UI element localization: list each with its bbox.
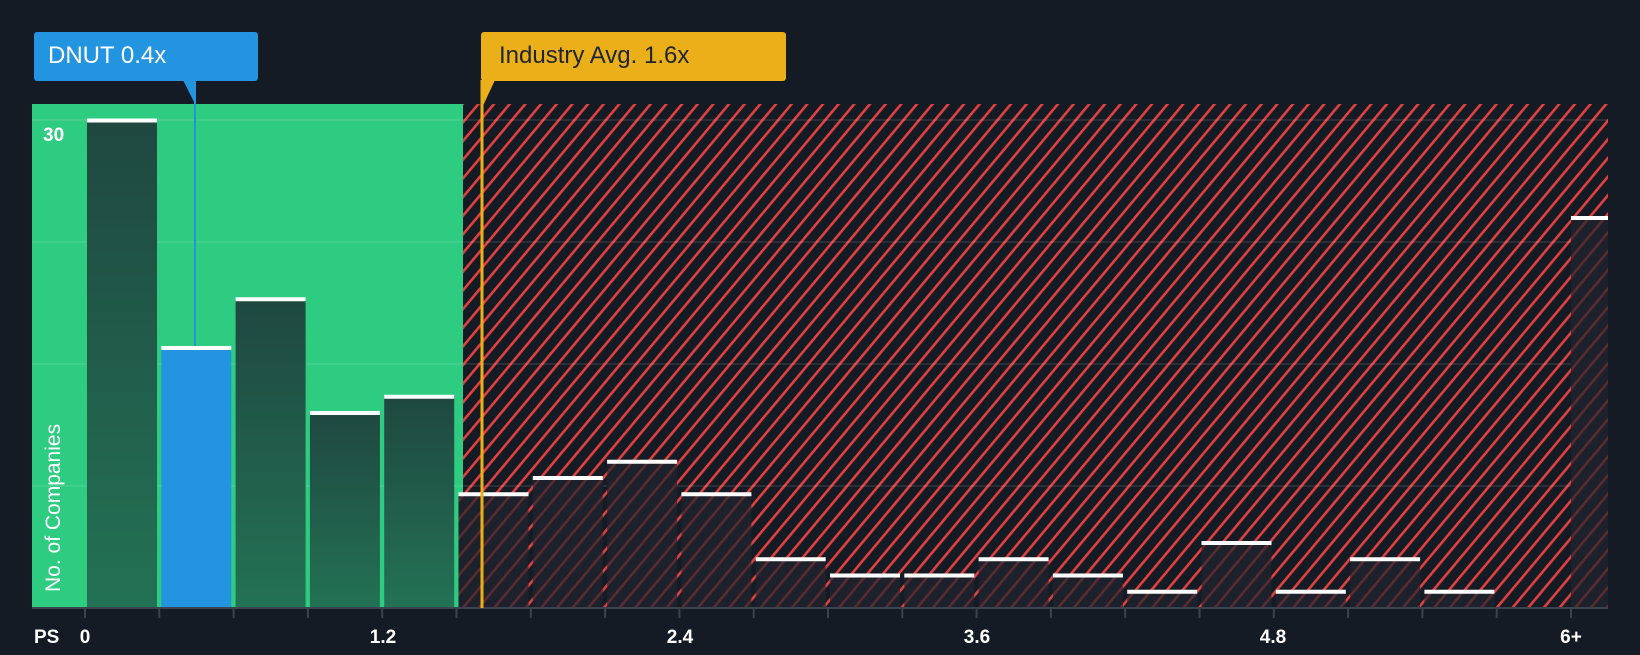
y-axis-label: No. of Companies <box>42 423 65 592</box>
bar-top-marker <box>1052 573 1123 578</box>
histogram-bar <box>607 461 678 608</box>
bar-top-marker <box>532 476 603 480</box>
x-axis-prefix: PS <box>34 627 60 648</box>
histogram-bar <box>1052 575 1123 608</box>
x-tick-6-plus: 6+ <box>1560 627 1582 648</box>
histogram-bar <box>1201 543 1272 608</box>
bar-top-marker <box>309 411 380 415</box>
bar-top-marker <box>1571 216 1608 220</box>
bar-top-marker <box>607 459 678 464</box>
industry-avg-label: Industry Avg. 1.6x <box>499 42 690 69</box>
histogram-bar <box>1127 591 1198 608</box>
bar-top-marker <box>1424 589 1495 594</box>
company-bar-top-marker <box>161 346 232 350</box>
x-tick-4-8: 4.8 <box>1259 627 1287 648</box>
x-tick-3-6: 3.6 <box>963 627 991 648</box>
histogram-bar <box>458 494 529 608</box>
bar-top-marker <box>978 557 1049 562</box>
company-ps-callout: DNUT 0.4x <box>34 32 258 81</box>
company-callout-pointer <box>183 80 195 104</box>
company-ps-label: DNUT 0.4x <box>48 42 167 69</box>
histogram-bar <box>755 559 826 608</box>
histogram-bar <box>309 413 380 608</box>
histogram-bar <box>1571 218 1608 608</box>
histogram-bar <box>532 478 603 608</box>
bar-top-marker <box>681 492 752 497</box>
x-axis-ticks <box>84 609 1572 618</box>
histogram-bar <box>161 348 232 608</box>
bars <box>87 118 1608 608</box>
bar-top-marker <box>755 557 826 562</box>
bar-top-marker <box>1350 557 1421 562</box>
bar-top-marker <box>458 492 529 497</box>
histogram-bar <box>87 120 157 608</box>
x-tick-2-4: 2.4 <box>666 627 694 648</box>
bar-top-marker <box>235 297 306 302</box>
bar-top-marker <box>904 573 975 578</box>
bar-top-marker <box>87 118 157 123</box>
x-tick-0: 0 <box>79 627 91 648</box>
x-tick-1-2: 1.2 <box>369 627 397 648</box>
histogram-bar <box>904 575 975 608</box>
histogram-bar <box>384 396 455 608</box>
bar-top-marker <box>384 394 455 399</box>
y-tick-30: 30 <box>43 125 65 146</box>
bar-top-marker <box>1201 541 1272 545</box>
bar-top-marker <box>1127 589 1198 594</box>
bar-top-marker <box>1275 589 1346 594</box>
industry-callout-pointer <box>481 80 495 110</box>
histogram-bar <box>1350 559 1421 608</box>
bar-top-marker <box>830 573 900 578</box>
histogram-bar <box>1275 591 1346 608</box>
histogram-bar <box>830 575 900 608</box>
industry-avg-callout: Industry Avg. 1.6x <box>481 32 786 81</box>
histogram-bar <box>978 559 1049 608</box>
histogram-bar <box>681 494 752 608</box>
histogram-bar <box>1424 591 1495 608</box>
histogram-bar <box>235 299 306 608</box>
